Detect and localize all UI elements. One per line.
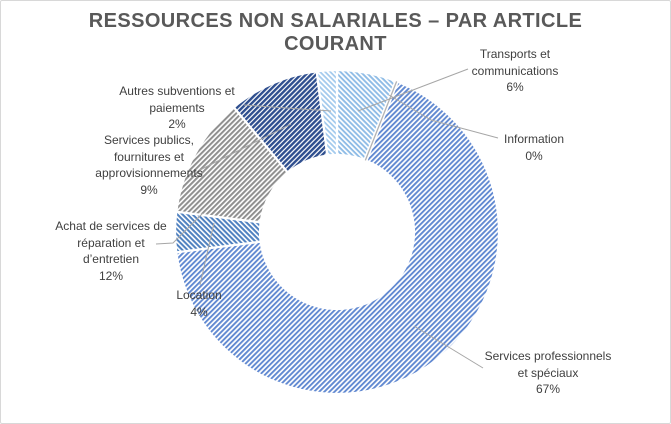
label-line: et spéciaux xyxy=(517,365,579,380)
label-line: Transports et xyxy=(479,47,551,61)
leader-line-autres-subventions-et-paiements xyxy=(243,104,332,112)
label-services-professionnels-et-speciaux: Services professionnels et spéciaux 67% xyxy=(463,348,633,398)
leader-line-services-publics-fournitures-et-approvisionnements xyxy=(197,123,292,172)
leader-line-information xyxy=(388,94,499,139)
leader-line-services-professionnels-et-speciaux xyxy=(413,325,484,369)
slice-autres-subventions-et-paiements[interactable] xyxy=(315,68,339,157)
label-line: 67% xyxy=(535,382,561,396)
label-line: approvisionnements xyxy=(95,166,203,180)
label-services-publics-fournitures-et-approvisionnements: Services publics, fournitures et approvisi… xyxy=(64,132,234,198)
label-line: Autres subventions et xyxy=(119,84,235,98)
leader-line-location xyxy=(199,222,215,286)
leader-line-achat-de-services-de-reparation-et-d-entretien xyxy=(155,212,204,245)
label-information: Information 0% xyxy=(449,131,619,164)
label-line: 12% xyxy=(98,268,124,283)
label-line: Information xyxy=(503,132,565,146)
label-line: réparation et xyxy=(77,235,145,250)
chart-title-line2: COURANT xyxy=(284,33,387,55)
label-line: Services publics, xyxy=(103,133,195,147)
label-line: communications xyxy=(471,63,559,78)
label-achat-de-services-de-reparation-et-d-entretien: Achat de services de réparation et d’entre… xyxy=(26,218,196,284)
label-line: 9% xyxy=(140,182,158,197)
label-line: 0% xyxy=(525,148,543,163)
label-line: d’entretien xyxy=(82,252,140,266)
label-line: Services professionnels xyxy=(484,349,612,363)
label-transports-et-communications: Transports et communications 6% xyxy=(430,46,600,96)
label-line: 6% xyxy=(506,80,524,94)
slice-information[interactable] xyxy=(364,81,398,161)
chart-title: RESSOURCES NON SALARIALES – PAR ARTICLE … xyxy=(1,10,670,56)
label-line: paiements xyxy=(149,100,205,115)
label-line: Achat de services de xyxy=(55,219,167,233)
slice-services-professionnels-et-speciaux[interactable] xyxy=(175,79,501,396)
leader-line-transports-et-communications xyxy=(357,68,469,112)
label-line: Location xyxy=(176,288,222,302)
chart-title-line1: RESSOURCES NON SALARIALES – PAR ARTICLE xyxy=(88,10,583,32)
label-line: fournitures et xyxy=(113,149,185,164)
label-location: Location 4% xyxy=(114,287,284,320)
label-line: 4% xyxy=(190,304,208,319)
label-line: 2% xyxy=(168,117,186,131)
label-autres-subventions-et-paiements: Autres subventions et paiements 2% xyxy=(92,83,262,133)
